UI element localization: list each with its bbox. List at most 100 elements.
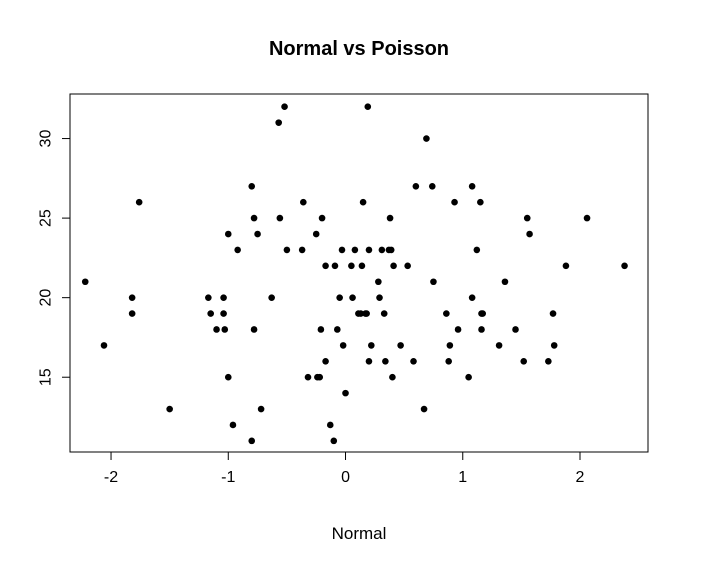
data-point xyxy=(322,262,329,270)
data-point xyxy=(331,262,339,270)
data-point xyxy=(365,358,373,365)
data-point xyxy=(468,294,476,301)
data-point xyxy=(512,326,519,333)
data-point xyxy=(220,310,227,317)
data-point xyxy=(166,405,173,413)
data-point xyxy=(250,326,258,333)
data-point xyxy=(451,198,458,206)
data-point xyxy=(523,214,531,222)
data-point xyxy=(445,358,452,365)
data-point xyxy=(359,198,367,206)
data-point xyxy=(316,373,324,381)
y-axis: 15 20 25 30 xyxy=(38,130,71,386)
data-point xyxy=(583,214,591,222)
x-tick-label: 1 xyxy=(458,469,467,486)
data-point xyxy=(220,294,227,301)
y-tick-label: 25 xyxy=(38,209,55,227)
data-point xyxy=(479,310,486,317)
data-point xyxy=(446,342,454,349)
data-point xyxy=(454,326,462,333)
data-point xyxy=(430,278,437,286)
plot-frame xyxy=(69,93,649,453)
data-point xyxy=(545,358,552,365)
data-point xyxy=(281,103,288,111)
x-tick-label: -1 xyxy=(221,469,235,486)
data-point xyxy=(397,342,404,349)
data-point xyxy=(495,342,503,349)
data-point xyxy=(378,246,386,254)
data-point xyxy=(465,373,472,381)
x-tick-label: 0 xyxy=(341,469,350,486)
data-point xyxy=(380,310,388,317)
data-point xyxy=(128,294,136,301)
data-point xyxy=(224,230,232,238)
data-point xyxy=(224,373,232,381)
y-tick-label: 20 xyxy=(38,289,55,307)
data-point xyxy=(348,262,355,270)
data-point xyxy=(387,246,395,254)
data-point xyxy=(312,230,320,238)
data-point xyxy=(234,246,241,254)
data-point xyxy=(549,310,557,317)
data-point xyxy=(326,421,334,429)
data-point xyxy=(351,246,359,254)
data-point xyxy=(412,182,420,190)
data-point xyxy=(81,278,89,286)
data-point xyxy=(358,262,366,270)
data-point xyxy=(322,358,329,365)
data-point xyxy=(248,437,256,445)
data-point xyxy=(268,294,275,301)
chart-title: Normal vs Poisson xyxy=(269,38,449,60)
data-point xyxy=(339,342,347,349)
y-tick-label: 30 xyxy=(38,130,55,148)
data-point xyxy=(386,214,394,222)
data-point xyxy=(257,405,265,413)
data-point xyxy=(477,198,484,206)
data-point xyxy=(423,135,430,142)
data-point xyxy=(300,198,307,206)
data-point xyxy=(298,246,306,254)
data-point xyxy=(318,214,326,222)
data-point xyxy=(330,437,338,445)
data-point xyxy=(410,358,417,365)
data-point xyxy=(275,119,282,126)
data-point xyxy=(550,342,558,349)
x-tick-label: 2 xyxy=(576,469,585,486)
data-point xyxy=(364,103,372,111)
data-point xyxy=(468,182,476,190)
data-point xyxy=(135,198,143,206)
data-point xyxy=(317,326,325,333)
data-point xyxy=(375,278,382,286)
data-point xyxy=(473,246,481,254)
data-point xyxy=(250,214,258,222)
data-point xyxy=(254,230,261,238)
data-point xyxy=(562,262,570,270)
x-axis-label: Normal xyxy=(332,524,387,543)
data-point xyxy=(357,310,365,317)
data-point xyxy=(338,246,346,254)
data-point xyxy=(382,358,389,365)
data-point xyxy=(404,262,411,270)
data-point xyxy=(100,342,108,349)
data-point xyxy=(363,310,370,317)
data-point xyxy=(526,230,533,238)
data-point xyxy=(621,262,628,270)
data-point xyxy=(128,310,136,317)
data-point xyxy=(520,358,528,365)
data-point xyxy=(248,182,256,190)
x-axis: -2 -1 0 1 2 xyxy=(104,451,585,486)
data-point xyxy=(443,310,450,317)
y-tick-label: 15 xyxy=(38,368,55,386)
data-point xyxy=(213,326,220,333)
data-point xyxy=(207,310,214,317)
data-point xyxy=(276,214,284,222)
data-point xyxy=(390,262,397,270)
data-point xyxy=(376,294,383,301)
data-point xyxy=(368,342,375,349)
data-point xyxy=(221,326,229,333)
data-point xyxy=(229,421,237,429)
data-point xyxy=(334,326,341,333)
data-point xyxy=(304,373,312,381)
data-point xyxy=(205,294,212,301)
